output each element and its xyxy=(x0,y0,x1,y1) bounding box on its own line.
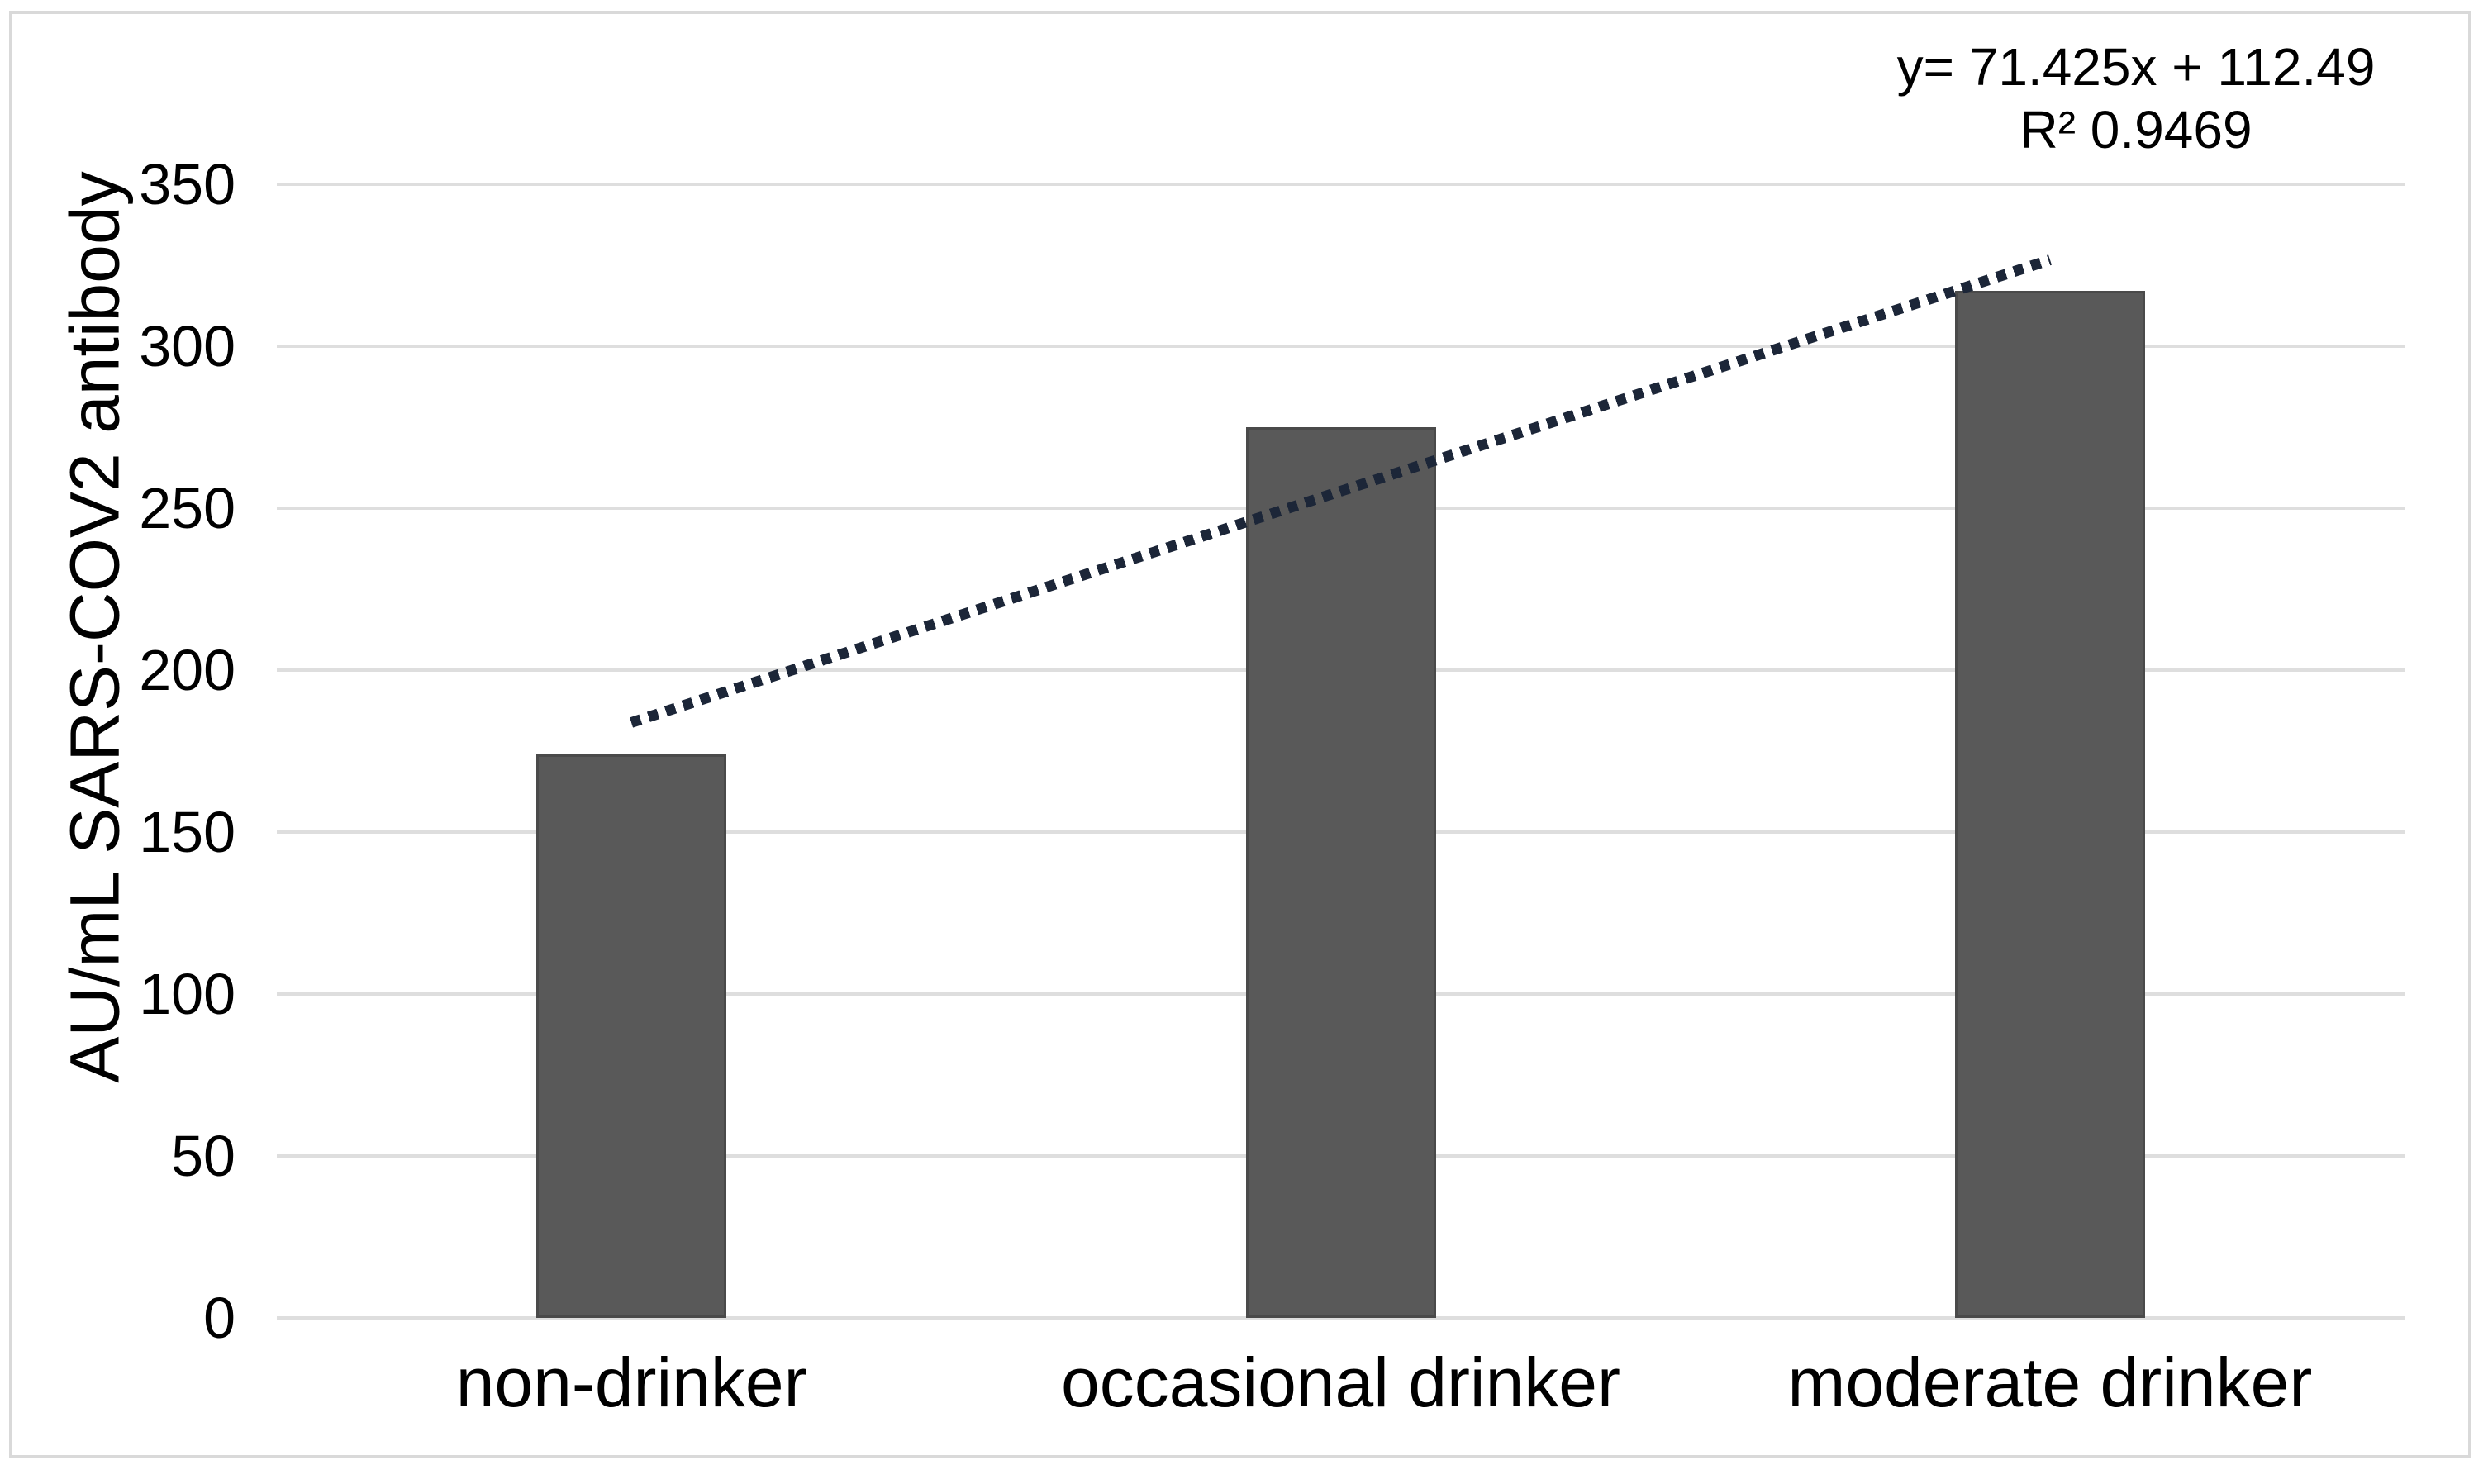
bar-non-drinker xyxy=(536,754,727,1318)
bar-moderate-drinker xyxy=(1954,291,2145,1318)
trendline-equation-block: y= 71.425x + 112.49 R² 0.9469 xyxy=(1839,36,2433,161)
y-tick-label-350: 350 xyxy=(139,152,235,216)
trendline-r2-text: R² 0.9469 xyxy=(2019,100,2253,159)
x-category-label-occasional-drinker: occasional drinker xyxy=(1060,1344,1620,1421)
gridline-0 xyxy=(277,1316,2405,1320)
y-axis-title: AU/mL SARS-COV2 antibody xyxy=(55,171,134,1083)
x-category-label-moderate-drinker: moderate drinker xyxy=(1787,1344,2313,1421)
y-tick-label-0: 0 xyxy=(203,1286,235,1350)
y-tick-label-50: 50 xyxy=(171,1124,235,1188)
gridline-300 xyxy=(277,345,2405,348)
bar-occasional-drinker xyxy=(1245,427,1436,1318)
chart-frame: AU/mL SARS-COV2 antibody y= 71.425x + 11… xyxy=(9,11,2471,1458)
y-tick-label-100: 100 xyxy=(139,962,235,1026)
plot-area xyxy=(277,183,2405,1320)
gridline-350 xyxy=(277,183,2405,186)
y-tick-label-250: 250 xyxy=(139,476,235,540)
trendline-equation-text: y= 71.425x + 112.49 xyxy=(1896,37,2376,97)
y-tick-label-150: 150 xyxy=(139,800,235,864)
x-category-label-non-drinker: non-drinker xyxy=(455,1344,807,1421)
y-tick-label-200: 200 xyxy=(139,638,235,702)
y-tick-label-300: 300 xyxy=(139,314,235,378)
